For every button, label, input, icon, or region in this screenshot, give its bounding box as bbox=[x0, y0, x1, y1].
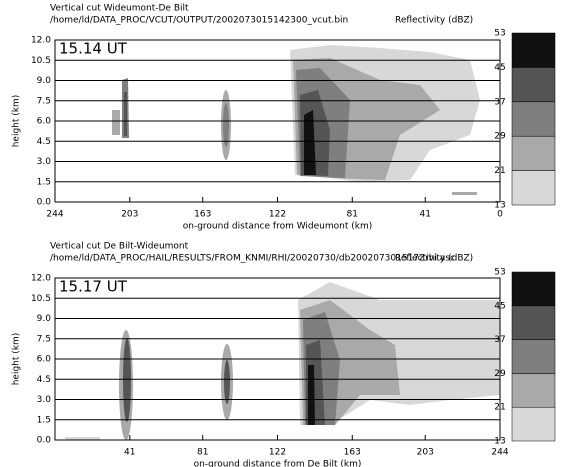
colorbar-band bbox=[511, 67, 556, 103]
colorbar-band bbox=[511, 339, 556, 374]
colorbar-tick-label: 29 bbox=[494, 132, 506, 142]
colorbar-tick-label: 45 bbox=[494, 63, 505, 73]
y-tick-label: 1.5 bbox=[37, 415, 51, 425]
colorbar-band bbox=[511, 101, 556, 137]
file-path: /home/ld/DATA_PROC/VCUT/OUTPUT/200207301… bbox=[50, 16, 348, 26]
colorbar-band bbox=[511, 373, 556, 408]
y-tick-label: 0.0 bbox=[37, 436, 52, 446]
y-tick-label: 10.5 bbox=[31, 56, 51, 66]
x-tick-label: 244 bbox=[46, 210, 63, 220]
y-tick-label: 4.5 bbox=[37, 137, 51, 147]
colorbar-tick-label: 45 bbox=[494, 301, 505, 311]
y-tick-label: 10.5 bbox=[31, 294, 51, 304]
x-tick-label: 244 bbox=[491, 448, 508, 458]
file-path: /home/ld/DATA_PROC/HAIL/RESULTS/FROM_KNM… bbox=[50, 254, 455, 264]
annotation: 15.14 UT bbox=[59, 40, 128, 58]
colorbar-band bbox=[511, 170, 556, 206]
colorbar-tick-label: 53 bbox=[494, 268, 505, 278]
x-tick-label: 0 bbox=[497, 210, 503, 220]
x-axis-label: on-ground distance from Wideumont (km) bbox=[183, 222, 373, 232]
x-tick-label: 41 bbox=[419, 210, 430, 220]
y-tick-label: 3.0 bbox=[37, 157, 52, 167]
colorbar-tick-label: 21 bbox=[494, 403, 505, 413]
colorbar-band bbox=[511, 271, 556, 307]
colorbar-label: Reflectivity (dBZ) bbox=[395, 16, 473, 26]
x-tick-label: 163 bbox=[194, 210, 211, 220]
y-tick-label: 1.5 bbox=[37, 177, 51, 187]
colorbar-label: Reflectivity (dBZ) bbox=[395, 254, 473, 264]
y-axis-label: height (km) bbox=[12, 95, 22, 148]
colorbar-tick-label: 13 bbox=[494, 201, 505, 211]
y-axis-label: height (km) bbox=[12, 333, 22, 386]
colorbar-tick-label: 21 bbox=[494, 166, 505, 176]
x-tick-label: 81 bbox=[347, 210, 358, 220]
echoes-panel-2 bbox=[65, 282, 500, 440]
x-tick-label: 122 bbox=[269, 448, 286, 458]
x-tick-label: 41 bbox=[124, 448, 135, 458]
y-tick-label: 0.0 bbox=[37, 198, 52, 208]
annotation: 15.17 UT bbox=[59, 278, 128, 296]
colorbar-tick-label: 29 bbox=[494, 369, 506, 379]
y-tick-label: 6.0 bbox=[37, 117, 52, 127]
colorbar-tick-label: 37 bbox=[494, 335, 505, 345]
echoes-panel-1 bbox=[112, 45, 480, 195]
colorbar-band bbox=[511, 32, 556, 68]
y-tick-label: 7.5 bbox=[37, 96, 51, 106]
x-tick-label: 203 bbox=[121, 210, 138, 220]
y-tick-label: 12.0 bbox=[31, 274, 51, 284]
x-axis-label: on-ground distance from De Bilt (km) bbox=[194, 460, 362, 467]
colorbar-tick-label: 37 bbox=[494, 97, 505, 107]
colorbar-band bbox=[511, 406, 556, 442]
y-tick-label: 9.0 bbox=[37, 314, 52, 324]
x-tick-label: 163 bbox=[344, 448, 361, 458]
colorbar-band bbox=[511, 305, 556, 340]
y-tick-label: 12.0 bbox=[31, 36, 51, 46]
x-tick-label: 81 bbox=[197, 448, 208, 458]
colorbar-tick-label: 13 bbox=[494, 437, 505, 447]
x-tick-label: 203 bbox=[417, 448, 434, 458]
y-tick-label: 6.0 bbox=[37, 355, 52, 365]
y-tick-label: 3.0 bbox=[37, 395, 52, 405]
y-tick-label: 7.5 bbox=[37, 334, 51, 344]
y-tick-label: 4.5 bbox=[37, 375, 51, 385]
chart-title: Vertical cut De Bilt-Wideumont bbox=[50, 242, 189, 252]
colorbar-tick-label: 53 bbox=[494, 29, 505, 39]
chart-title: Vertical cut Wideumont-De Bilt bbox=[50, 4, 189, 14]
x-tick-label: 122 bbox=[269, 210, 286, 220]
colorbar-band bbox=[511, 135, 556, 171]
y-tick-label: 9.0 bbox=[37, 76, 52, 86]
